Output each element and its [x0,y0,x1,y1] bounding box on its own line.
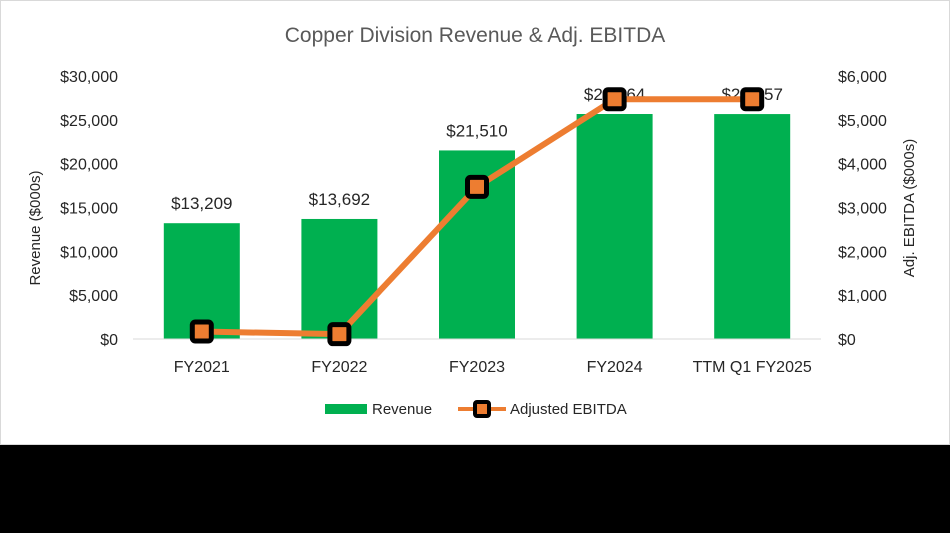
x-axis-ticks: FY2021 FY2022 FY2023 FY2024 TTM Q1 FY2025 [174,359,812,376]
legend-label-ebitda: Adjusted EBITDA [510,401,627,418]
revenue-data-label: $13,209 [171,194,232,213]
x-tick-label: FY2024 [587,359,643,376]
combo-chart: Copper Division Revenue & Adj. EBITDA $0… [0,0,950,445]
ebitda-marker [330,325,349,344]
ebitda-marker [468,177,487,196]
left-tick-label: $15,000 [60,201,118,218]
left-axis-ticks: $0 $5,000 $10,000 $15,000 $20,000 $25,000 $30,… [60,69,118,349]
left-tick-label: $20,000 [60,157,118,174]
right-axis-title: Adj. EBITDA ($000s) [901,139,918,277]
left-tick-label: $30,000 [60,69,118,86]
legend-swatch-ebitda-marker [475,402,489,416]
revenue-bar [577,114,653,339]
revenue-bar [301,219,377,339]
right-tick-label: $0 [838,332,856,349]
x-tick-label: FY2022 [311,359,367,376]
legend: Revenue Adjusted EBITDA [325,401,627,418]
right-tick-label: $1,000 [838,288,887,305]
ebitda-marker [605,90,624,109]
revenue-data-label: $21,510 [446,121,507,140]
ebitda-marker [192,322,211,341]
x-tick-label: FY2023 [449,359,505,376]
revenue-bars [164,114,790,339]
revenue-bar [714,114,790,339]
left-tick-label: $0 [100,332,118,349]
right-tick-label: $5,000 [838,113,887,130]
left-tick-label: $5,000 [69,288,118,305]
left-axis-title: Revenue ($000s) [27,170,44,285]
legend-label-revenue: Revenue [372,401,432,418]
ebitda-marker [743,90,762,109]
right-tick-label: $2,000 [838,244,887,261]
x-tick-label: TTM Q1 FY2025 [693,359,812,376]
left-tick-label: $25,000 [60,113,118,130]
revenue-data-label: $13,692 [309,190,370,209]
chart-frame: Copper Division Revenue & Adj. EBITDA $0… [0,0,950,533]
x-tick-label: FY2021 [174,359,230,376]
right-tick-label: $4,000 [838,157,887,174]
left-tick-label: $10,000 [60,244,118,261]
right-tick-label: $6,000 [838,69,887,86]
right-axis-ticks: $0 $1,000 $2,000 $3,000 $4,000 $5,000 $6,000 [838,69,887,349]
right-tick-label: $3,000 [838,201,887,218]
legend-swatch-revenue [325,404,367,414]
chart-title: Copper Division Revenue & Adj. EBITDA [285,24,666,47]
